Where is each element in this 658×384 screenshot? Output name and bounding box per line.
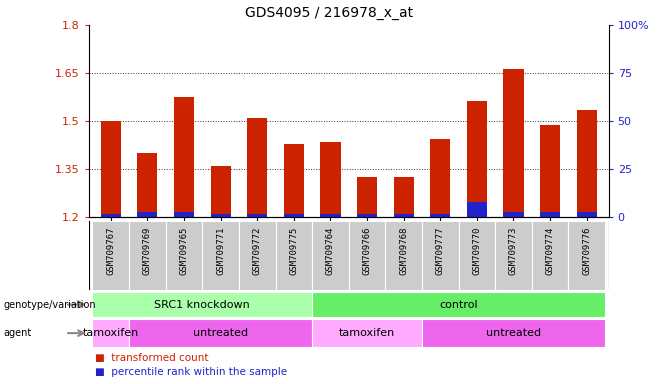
Bar	[138, 153, 157, 217]
Bar	[320, 214, 340, 217]
Bar	[93, 221, 129, 290]
Text: genotype/variation: genotype/variation	[3, 300, 96, 310]
Text: GDS4095 / 216978_x_at: GDS4095 / 216978_x_at	[245, 6, 413, 20]
Text: GSM709768: GSM709768	[399, 227, 408, 275]
Bar	[532, 221, 569, 290]
Bar	[129, 221, 166, 290]
Bar	[129, 319, 312, 347]
Bar	[276, 221, 312, 290]
Bar	[312, 291, 605, 318]
Bar	[211, 166, 231, 217]
Bar	[247, 118, 267, 217]
Bar	[430, 139, 450, 217]
Text: GSM709764: GSM709764	[326, 227, 335, 275]
Bar	[284, 214, 304, 217]
Bar	[569, 221, 605, 290]
Bar	[422, 221, 459, 290]
Bar	[386, 221, 422, 290]
Bar	[312, 319, 422, 347]
Text: GSM709772: GSM709772	[253, 227, 262, 275]
Text: tamoxifen: tamoxifen	[339, 328, 395, 338]
Bar	[174, 212, 194, 217]
Text: GSM709770: GSM709770	[472, 227, 482, 275]
Text: untreated: untreated	[193, 328, 248, 338]
Bar	[101, 121, 121, 217]
Text: GSM709777: GSM709777	[436, 227, 445, 275]
Text: GSM709769: GSM709769	[143, 227, 152, 275]
Bar	[467, 101, 487, 217]
Bar	[422, 319, 605, 347]
Text: control: control	[440, 300, 478, 310]
Text: GSM709771: GSM709771	[216, 227, 225, 275]
Bar	[540, 212, 560, 217]
Bar	[174, 98, 194, 217]
Text: SRC1 knockdown: SRC1 knockdown	[155, 300, 250, 310]
Bar	[393, 214, 414, 217]
Bar	[459, 221, 495, 290]
Text: GSM709776: GSM709776	[582, 227, 591, 275]
Text: GSM709775: GSM709775	[290, 227, 298, 275]
Text: GSM709765: GSM709765	[180, 227, 188, 275]
Bar	[320, 142, 340, 217]
Text: tamoxifen: tamoxifen	[83, 328, 139, 338]
Bar	[93, 291, 312, 318]
Bar	[93, 319, 129, 347]
Bar	[202, 221, 239, 290]
Text: ■  percentile rank within the sample: ■ percentile rank within the sample	[95, 367, 288, 377]
Bar	[101, 214, 121, 217]
Bar	[312, 221, 349, 290]
Bar	[349, 221, 386, 290]
Bar	[467, 202, 487, 217]
Text: agent: agent	[3, 328, 32, 338]
Bar	[166, 221, 202, 290]
Text: GSM709773: GSM709773	[509, 227, 518, 275]
Bar	[540, 124, 560, 217]
Text: GSM709774: GSM709774	[545, 227, 555, 275]
Bar	[239, 221, 276, 290]
Text: ■  transformed count: ■ transformed count	[95, 353, 209, 363]
Text: untreated: untreated	[486, 328, 541, 338]
Bar	[576, 110, 597, 217]
Bar	[503, 212, 524, 217]
Text: GSM709766: GSM709766	[363, 227, 372, 275]
Bar	[495, 221, 532, 290]
Bar	[357, 214, 377, 217]
Bar	[247, 214, 267, 217]
Bar	[576, 212, 597, 217]
Bar	[503, 68, 524, 217]
Bar	[211, 214, 231, 217]
Bar	[284, 144, 304, 217]
Text: GSM709767: GSM709767	[107, 227, 115, 275]
Bar	[138, 212, 157, 217]
Bar	[393, 177, 414, 217]
Bar	[430, 214, 450, 217]
Bar	[357, 177, 377, 217]
